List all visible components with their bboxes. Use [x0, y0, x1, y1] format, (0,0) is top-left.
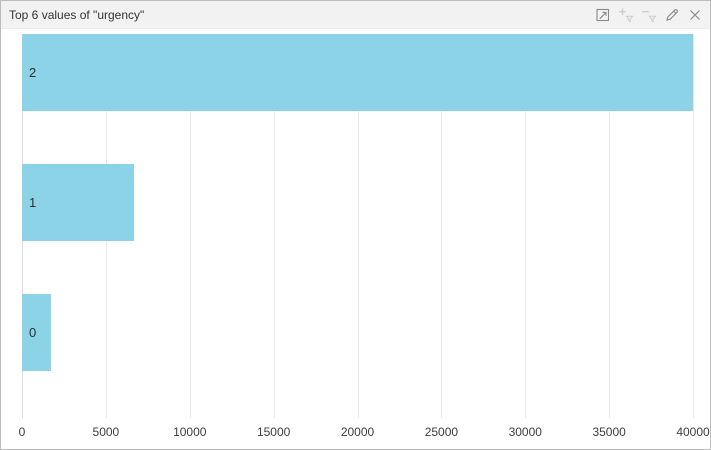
gridline [441, 34, 443, 418]
add-filter-icon[interactable] [617, 6, 634, 23]
gridline [357, 34, 359, 418]
x-tick-label: 30000 [508, 425, 542, 439]
bar-2[interactable]: 2 [22, 34, 693, 111]
x-tick-label: 10000 [173, 425, 207, 439]
x-tick-label: 5000 [92, 425, 120, 439]
gridline [525, 34, 527, 418]
bar-0[interactable]: 0 [22, 294, 51, 371]
plot-area: 2 1 0 [22, 34, 694, 418]
gridline [273, 34, 275, 418]
close-icon[interactable] [686, 6, 703, 23]
gridline [189, 34, 191, 418]
bar-category-label: 1 [29, 195, 37, 210]
remove-filter-icon[interactable] [640, 6, 657, 23]
panel-title: Top 6 values of "urgency" [9, 7, 145, 22]
edit-icon[interactable] [663, 6, 680, 23]
x-tick-label: 20000 [340, 425, 375, 439]
x-tick-label: 35000 [592, 425, 626, 439]
panel-titlebar: Top 6 values of "urgency" [1, 1, 710, 29]
bar-chart: 2 1 0 0 5000 10000 15000 20000 25000 30000 35000 4… [1, 29, 710, 449]
expand-icon[interactable] [594, 6, 611, 23]
bar-1[interactable]: 1 [22, 164, 135, 241]
gridline [693, 34, 694, 418]
bar-category-label: 2 [29, 65, 37, 80]
panel-toolbar [594, 6, 703, 23]
x-tick-label: 15000 [256, 425, 291, 439]
x-tick-label: 25000 [424, 425, 459, 439]
gridline [609, 34, 611, 418]
x-tick-label: 40000 [676, 425, 710, 439]
bar-category-label: 0 [29, 325, 37, 340]
x-tick-label: 0 [18, 425, 26, 439]
x-axis: 0 5000 10000 15000 20000 25000 30000 35000 40000 [1, 425, 710, 445]
